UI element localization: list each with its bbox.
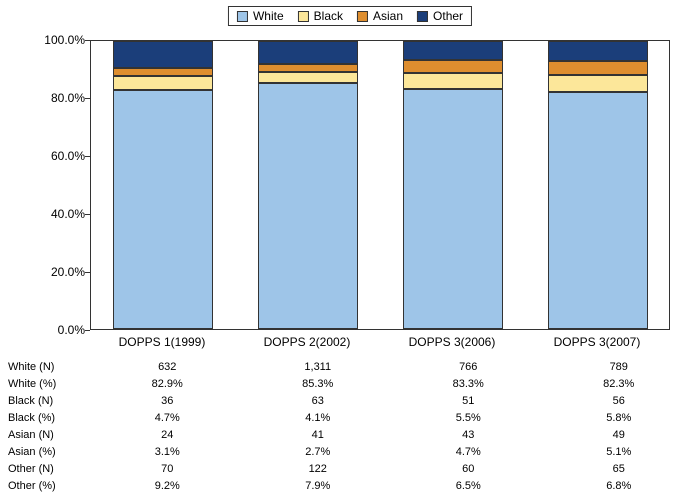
legend-item: White bbox=[237, 9, 284, 23]
legend-label: Asian bbox=[373, 9, 403, 23]
table-cell: 60 bbox=[393, 463, 544, 475]
bar-segment bbox=[258, 72, 358, 84]
bar-segment bbox=[548, 75, 648, 92]
legend-label: Other bbox=[433, 9, 463, 23]
bar-group bbox=[258, 41, 358, 329]
bar-segment bbox=[403, 41, 503, 60]
bar-group bbox=[548, 41, 648, 329]
legend-swatch bbox=[298, 11, 309, 22]
chart-container: White Black Asian Other 0.0% 20.0% 40.0% 60.0%… bbox=[0, 0, 700, 500]
table-cell: 83.3% bbox=[393, 378, 544, 390]
legend-item: Asian bbox=[357, 9, 403, 23]
table-cell: 6.8% bbox=[544, 480, 695, 492]
y-axis-tick-label: 0.0% bbox=[25, 323, 85, 337]
table-row: Black (%)4.7%4.1%5.5%5.8% bbox=[6, 409, 694, 426]
table-cell: 4.7% bbox=[393, 446, 544, 458]
bar-segment bbox=[113, 41, 213, 68]
bar-segment bbox=[113, 68, 213, 77]
y-axis-tick-label: 100.0% bbox=[25, 33, 85, 47]
table-cell: 36 bbox=[92, 395, 243, 407]
table-row: White (N)6321,311766789 bbox=[6, 358, 694, 375]
row-header: Black (N) bbox=[6, 395, 92, 407]
row-header: Other (N) bbox=[6, 463, 92, 475]
x-axis-label: DOPPS 3(2006) bbox=[409, 335, 496, 349]
legend-item: Other bbox=[417, 9, 463, 23]
x-axis-label: DOPPS 2(2002) bbox=[264, 335, 351, 349]
row-header: White (%) bbox=[6, 378, 92, 390]
bar-segment bbox=[548, 61, 648, 76]
row-header: Asian (N) bbox=[6, 429, 92, 441]
bar-segment bbox=[548, 92, 648, 329]
legend: White Black Asian Other bbox=[228, 6, 472, 26]
bar-segment bbox=[403, 89, 503, 329]
bar-segment bbox=[258, 64, 358, 72]
bar-group bbox=[403, 41, 503, 329]
table-cell: 4.1% bbox=[243, 412, 394, 424]
row-header: White (N) bbox=[6, 361, 92, 373]
table-cell: 82.3% bbox=[544, 378, 695, 390]
bar-group bbox=[113, 41, 213, 329]
table-cell: 24 bbox=[92, 429, 243, 441]
legend-swatch bbox=[417, 11, 428, 22]
bar-segment bbox=[258, 83, 358, 329]
table-cell: 2.7% bbox=[243, 446, 394, 458]
bar-segment bbox=[113, 90, 213, 329]
table-cell: 5.8% bbox=[544, 412, 695, 424]
legend-swatch bbox=[357, 11, 368, 22]
table-cell: 9.2% bbox=[92, 480, 243, 492]
row-header: Other (%) bbox=[6, 480, 92, 492]
table-cell: 5.5% bbox=[393, 412, 544, 424]
y-axis-tick-label: 40.0% bbox=[25, 207, 85, 221]
table-cell: 43 bbox=[393, 429, 544, 441]
legend-item: Black bbox=[298, 9, 343, 23]
bar-segment bbox=[113, 76, 213, 90]
table-cell: 6.5% bbox=[393, 480, 544, 492]
table-cell: 1,311 bbox=[243, 361, 394, 373]
table-cell: 4.7% bbox=[92, 412, 243, 424]
legend-label: Black bbox=[314, 9, 343, 23]
y-axis-tick-mark bbox=[85, 330, 90, 331]
table-cell: 5.1% bbox=[544, 446, 695, 458]
table-cell: 49 bbox=[544, 429, 695, 441]
table-cell: 51 bbox=[393, 395, 544, 407]
table-cell: 7.9% bbox=[243, 480, 394, 492]
table-cell: 63 bbox=[243, 395, 394, 407]
table-row: White (%)82.9%85.3%83.3%82.3% bbox=[6, 375, 694, 392]
bar-segment bbox=[548, 41, 648, 61]
table-row: Other (N)701226065 bbox=[6, 460, 694, 477]
table-cell: 41 bbox=[243, 429, 394, 441]
x-axis-label: DOPPS 3(2007) bbox=[554, 335, 641, 349]
legend-swatch bbox=[237, 11, 248, 22]
table-row: Asian (%)3.1%2.7%4.7%5.1% bbox=[6, 443, 694, 460]
table-row: Asian (N)24414349 bbox=[6, 426, 694, 443]
table-cell: 82.9% bbox=[92, 378, 243, 390]
x-axis-label: DOPPS 1(1999) bbox=[119, 335, 206, 349]
table-cell: 632 bbox=[92, 361, 243, 373]
table-row: Other (%)9.2%7.9%6.5%6.8% bbox=[6, 477, 694, 494]
table-cell: 56 bbox=[544, 395, 695, 407]
y-axis-tick-label: 80.0% bbox=[25, 91, 85, 105]
data-table: White (N)6321,311766789White (%)82.9%85.… bbox=[6, 358, 694, 494]
y-axis-tick-label: 20.0% bbox=[25, 265, 85, 279]
table-cell: 122 bbox=[243, 463, 394, 475]
table-cell: 3.1% bbox=[92, 446, 243, 458]
table-cell: 789 bbox=[544, 361, 695, 373]
table-cell: 85.3% bbox=[243, 378, 394, 390]
table-cell: 65 bbox=[544, 463, 695, 475]
bar-segment bbox=[403, 60, 503, 74]
y-axis-tick-label: 60.0% bbox=[25, 149, 85, 163]
table-row: Black (N)36635156 bbox=[6, 392, 694, 409]
row-header: Black (%) bbox=[6, 412, 92, 424]
table-cell: 70 bbox=[92, 463, 243, 475]
plot-area bbox=[90, 40, 670, 330]
legend-label: White bbox=[253, 9, 284, 23]
bar-segment bbox=[403, 73, 503, 89]
table-cell: 766 bbox=[393, 361, 544, 373]
bar-segment bbox=[258, 41, 358, 64]
row-header: Asian (%) bbox=[6, 446, 92, 458]
